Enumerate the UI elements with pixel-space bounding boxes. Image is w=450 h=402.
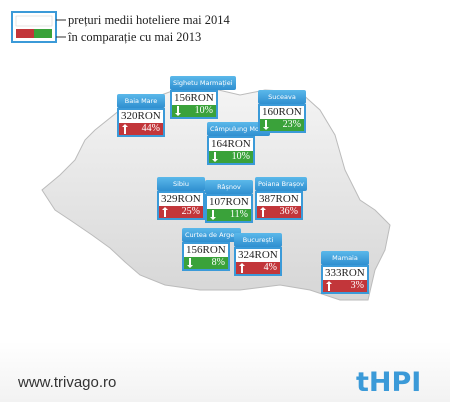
price-box: 324RON 4% bbox=[234, 247, 282, 276]
arrow-down bbox=[175, 106, 181, 116]
change-value: 10% bbox=[194, 105, 213, 116]
change-value: 10% bbox=[231, 151, 250, 162]
city-name: Poiana Brașov bbox=[255, 177, 307, 191]
city-name: Suceava bbox=[258, 90, 306, 104]
change: 8% bbox=[184, 257, 228, 269]
price-box: 387RON 36% bbox=[255, 191, 303, 220]
price: 324RON bbox=[238, 249, 278, 261]
brand: tHPI bbox=[356, 367, 421, 398]
change-value: 25% bbox=[181, 206, 200, 217]
change: 36% bbox=[257, 206, 301, 218]
city-card: Mamaia 333RON 3% bbox=[321, 251, 369, 294]
legend-white bbox=[15, 15, 53, 27]
change: 11% bbox=[207, 209, 251, 221]
legend-green bbox=[34, 29, 52, 38]
change-value: 11% bbox=[230, 209, 248, 220]
change-value: 4% bbox=[263, 262, 277, 273]
price: 156RON bbox=[186, 244, 226, 256]
price: 156RON bbox=[174, 92, 214, 104]
arrow-down bbox=[212, 152, 218, 162]
arrow-up bbox=[260, 207, 266, 217]
arrow-up bbox=[326, 281, 332, 291]
city-name: Sibiu bbox=[157, 177, 205, 191]
city-name: Râșnov bbox=[205, 180, 253, 194]
city-card: Sibiu 329RON 25% bbox=[157, 177, 205, 220]
city-name: Curtea de Argeș bbox=[182, 228, 241, 242]
change: 4% bbox=[236, 262, 280, 274]
legend-text: în comparație cu mai 2013 bbox=[67, 30, 201, 44]
city-card: Suceava 160RON 23% bbox=[258, 90, 306, 133]
arrow-up bbox=[162, 207, 168, 217]
price: 387RON bbox=[259, 193, 299, 205]
arrow-down bbox=[210, 210, 216, 220]
change: 10% bbox=[209, 151, 253, 163]
legend-red bbox=[16, 29, 34, 38]
city-card: Câmpulung Mold. 164RON 10% bbox=[207, 122, 270, 165]
change-value: 36% bbox=[279, 206, 298, 217]
arrow-up bbox=[239, 263, 245, 273]
price: 160RON bbox=[262, 106, 302, 118]
price-box: 320RON 44% bbox=[117, 108, 165, 137]
change-value: 3% bbox=[350, 280, 364, 291]
legend-text: prețuri medii hoteliere mai 2014 bbox=[68, 13, 231, 27]
city-name: București bbox=[234, 233, 282, 247]
city-card: Râșnov 107RON 11% bbox=[205, 180, 253, 223]
arrow-up bbox=[122, 124, 128, 134]
price: 320RON bbox=[121, 110, 161, 122]
change: 25% bbox=[159, 206, 203, 218]
change: 3% bbox=[323, 280, 367, 292]
change: 44% bbox=[119, 123, 163, 135]
change-value: 23% bbox=[282, 119, 301, 130]
change-value: 44% bbox=[141, 123, 160, 134]
arrow-down bbox=[263, 120, 269, 130]
city-card: București 324RON 4% bbox=[234, 233, 282, 276]
price-box: 329RON 25% bbox=[157, 191, 205, 220]
price: 107RON bbox=[209, 196, 249, 208]
footer-url: www.trivago.ro bbox=[17, 374, 116, 391]
price-box: 160RON 23% bbox=[258, 104, 306, 133]
city-name: Baia Mare bbox=[117, 94, 165, 108]
city-name: Sighetu Marmației bbox=[170, 76, 236, 90]
change-value: 8% bbox=[211, 257, 225, 268]
city-card: Curtea de Argeș 156RON 8% bbox=[182, 228, 241, 271]
price-box: 333RON 3% bbox=[321, 265, 369, 294]
price-box: 164RON 10% bbox=[207, 136, 255, 165]
price-box: 107RON 11% bbox=[205, 194, 253, 223]
change: 10% bbox=[172, 105, 216, 117]
change: 23% bbox=[260, 119, 304, 131]
city-card: Baia Mare 320RON 44% bbox=[117, 94, 165, 137]
city-card: Poiana Brașov 387RON 36% bbox=[255, 177, 307, 220]
arrow-down bbox=[187, 258, 193, 268]
price-box: 156RON 8% bbox=[182, 242, 230, 271]
city-card: Sighetu Marmației 156RON 10% bbox=[170, 76, 236, 119]
city-name: Mamaia bbox=[321, 251, 369, 265]
price: 164RON bbox=[211, 138, 251, 150]
price: 333RON bbox=[325, 267, 365, 279]
city-name: Câmpulung Mold. bbox=[207, 122, 270, 136]
price-box: 156RON 10% bbox=[170, 90, 218, 119]
price: 329RON bbox=[161, 193, 201, 205]
